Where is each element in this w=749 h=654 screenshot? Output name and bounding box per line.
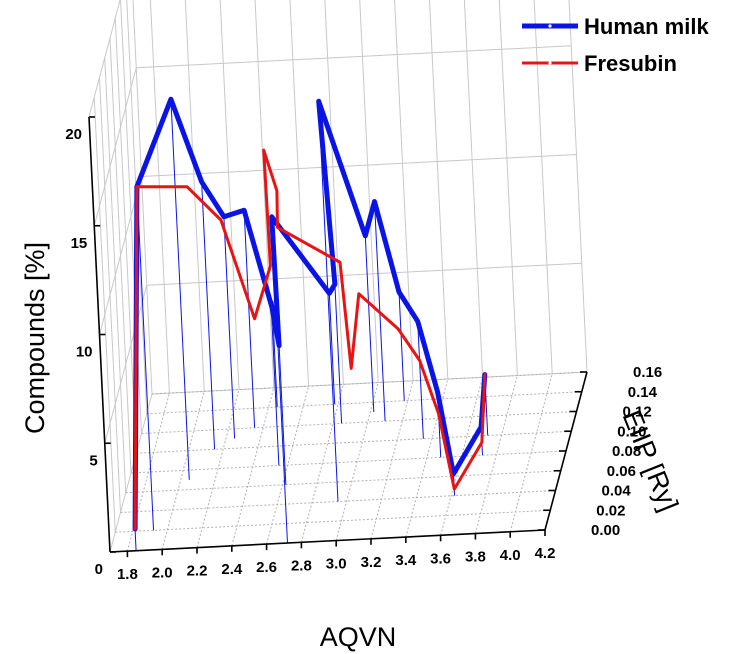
y-tick-label: 0.10 — [617, 423, 646, 440]
grid-line-floor-y — [151, 371, 588, 395]
x-axis-title: AQVN — [320, 622, 397, 652]
legend-label-fresubin: Fresubin — [584, 51, 677, 76]
grid-line-back-x — [463, 0, 484, 378]
grid-line-back-x — [359, 0, 379, 383]
drop-line — [417, 321, 424, 439]
grid-line-back-x — [498, 0, 518, 376]
y-tick-label: 0.02 — [596, 502, 625, 519]
grid-line-floor-y — [136, 430, 572, 454]
legend-label-human-milk: Human milk — [584, 14, 709, 39]
grid-line-back-z — [141, 154, 577, 177]
y-tick-label: 0.04 — [602, 483, 632, 500]
grid-line-floor-x — [300, 384, 344, 543]
grid-line-back-x — [289, 0, 310, 387]
grid-line-floor-x — [335, 382, 379, 541]
grid-line-back-x — [533, 0, 553, 374]
grid-line-back-x — [254, 0, 275, 388]
grid-line-back-x — [394, 0, 414, 381]
series-line-human-milk — [132, 96, 488, 532]
grid-line-back-x — [149, 0, 170, 394]
x-tick-label: 2.6 — [256, 559, 277, 576]
y-tick-label: 0.08 — [612, 443, 641, 460]
grid-line-floor-y — [141, 411, 577, 434]
grid-line-left-z — [88, 0, 121, 118]
drop-line — [243, 210, 256, 428]
axes — [88, 116, 588, 558]
z-tick-label: 0 — [95, 561, 103, 578]
z-tick-label: 15 — [71, 235, 88, 252]
drop-line — [223, 216, 236, 439]
drop-line — [398, 291, 405, 401]
grid-line-back-x — [219, 0, 240, 390]
x-axis-line — [109, 529, 546, 553]
x-tick-label: 3.4 — [395, 552, 417, 569]
y-tick-label: 0.12 — [623, 404, 652, 421]
legend: Human milk Fresubin — [522, 14, 709, 76]
grid-line-back-z — [146, 262, 582, 286]
drop-line — [364, 235, 375, 413]
x-tick-label: 2.4 — [221, 561, 243, 578]
z-tick-label: 20 — [65, 126, 82, 143]
drop-line — [134, 528, 137, 551]
series-line-fresubin — [133, 148, 487, 531]
x-tick-label: 4.0 — [500, 547, 521, 564]
x-tick-label: 2.0 — [152, 564, 173, 581]
z-tick-label: 5 — [89, 452, 97, 469]
drop-line — [328, 293, 336, 405]
grid-line-back-z — [136, 45, 572, 69]
drop-line — [318, 101, 339, 502]
y-tick-label: 0.06 — [607, 463, 636, 480]
drop-line — [334, 284, 343, 424]
z-tick-label: 10 — [76, 344, 93, 361]
series-lines — [132, 96, 488, 532]
drop-line — [170, 99, 190, 480]
x-tick-label: 1.8 — [117, 566, 138, 583]
drop-lines — [134, 99, 489, 551]
x-tick-label: 3.0 — [326, 556, 347, 573]
drop-line — [270, 302, 280, 466]
tick-labels: 1.8 2.0 2.2 2.4 2.6 2.8 3.0 3.2 3.4 3.6 3.8 4.0 4.2 0… — [65, 126, 662, 583]
x-tick-label: 2.8 — [291, 557, 312, 574]
y-tick-label: 0.16 — [633, 364, 662, 381]
x-tick-label: 4.2 — [535, 545, 556, 562]
x-tick-label: 3.6 — [430, 550, 451, 567]
grid-line-floor-y — [130, 450, 567, 474]
grid-line-back-x — [184, 0, 205, 392]
x-tick-label: 3.8 — [465, 549, 486, 566]
drop-line — [136, 186, 155, 531]
drop-line — [278, 345, 287, 485]
grid-line-left-z — [93, 67, 137, 226]
drop-line — [201, 181, 216, 450]
z-axis-title: Compounds [%] — [20, 242, 50, 434]
x-tick-label: 2.2 — [187, 563, 208, 580]
grid-line-floor-y — [125, 470, 561, 494]
legend-marker-human-milk — [548, 24, 552, 28]
grid — [88, 0, 588, 553]
grid-line-floor-y — [115, 509, 551, 533]
grid-line-floor-y — [146, 391, 582, 415]
x-tick-label: 3.2 — [361, 554, 382, 571]
grid-line-left-z — [104, 285, 148, 444]
legend-marker-fresubin — [548, 61, 552, 65]
grid-line-back-x — [429, 0, 449, 380]
y-tick-label: 0.00 — [591, 522, 620, 539]
y-tick-label: 0.14 — [628, 384, 658, 401]
grid-line-floor-x — [196, 389, 240, 548]
